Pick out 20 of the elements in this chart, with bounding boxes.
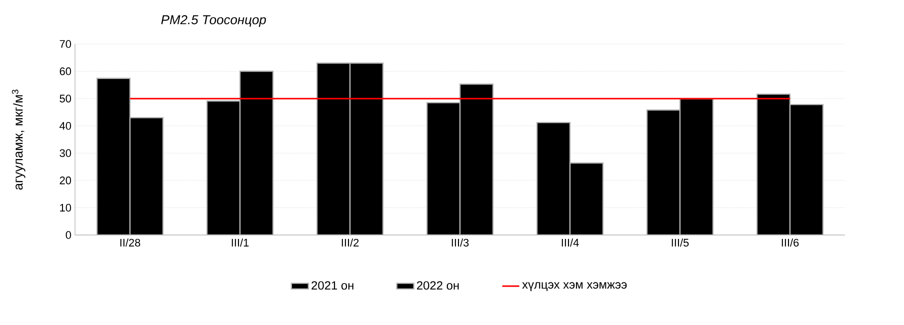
legend-label: хүлцэх хэм хэмжээ (522, 282, 627, 292)
y-tick-label: 70 (60, 40, 72, 48)
x-tick-label: III/4 (562, 238, 579, 247)
x-tick-label: II/28 (120, 238, 140, 247)
x-tick-label: III/6 (782, 238, 799, 247)
y-tick-label: 40 (60, 122, 72, 130)
x-tick-label: III/5 (672, 238, 689, 247)
x-tick-label: III/1 (232, 238, 249, 247)
y-tick-label: 50 (60, 94, 72, 102)
x-tick-label: III/2 (342, 238, 359, 247)
y-tick-label: 30 (60, 149, 72, 158)
legend-label: 2021 он (312, 281, 354, 290)
y-axis-title: агууламж, мкг/м$^{3}$ (12, 90, 26, 190)
y-tick-label: 60 (60, 67, 72, 76)
y-tick-label: 10 (60, 204, 72, 212)
chart-title: PM2.5 Тоосонцор (161, 15, 266, 27)
legend-label: 2022 он (416, 281, 459, 290)
x-tick-label: III/3 (452, 238, 469, 247)
y-tick-label: 20 (60, 176, 72, 184)
y-tick-label: 0 (66, 231, 72, 239)
